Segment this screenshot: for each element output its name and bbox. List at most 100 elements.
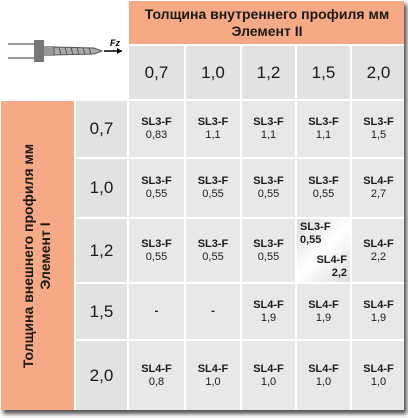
icon-cell: Fz [0,0,128,100]
column-value: 2,0 [351,45,404,100]
cell: SL3-F 0,83 [128,100,185,158]
row-title: Толщина внешнего профиля мм Элемент I [0,100,75,410]
screw-head [34,40,44,62]
row-title-text: Толщина внешнего профиля мм Элемент I [21,144,55,368]
cell-text: - [154,305,159,317]
cell-text: SL4-F [363,237,394,250]
cell: SL3-F 0,55 [128,158,185,218]
cell-text: SL4-F [363,363,394,375]
cell-text: SL4-F [363,175,394,187]
cell-text: - [211,305,215,317]
cell: SL3-F 0,55 [185,158,241,218]
cell-text: 1,0 [315,376,332,388]
cell-text: 0,55 [312,188,335,200]
row-value: 1,0 [75,158,128,218]
row-value: 1,2 [75,218,128,283]
row-value: 0,7 [75,100,128,158]
cell-text: 1,0 [260,376,277,388]
cell-text: SL3-F [253,237,284,250]
cell-part: SL3-F 0,55 [300,221,347,247]
cell-text: SL4-F [253,363,284,375]
column-title-line: Элемент II [231,22,303,39]
cell-text: 2,2 [370,250,387,263]
column-title-line: Толщина внутреннего профиля мм [144,5,390,22]
cell-text: 2,2 [331,267,347,279]
cell-text: 0,55 [257,250,280,263]
cell: SL3-F 0,55 [128,218,185,283]
cell-text: SL3-F [253,116,284,128]
cell: SL3-F 0,55 [296,158,351,218]
cell-text: 1,1 [205,129,221,141]
cell-text: 1,5 [370,129,387,141]
split-cell: SL3-F 0,55 SL4-F 2,2 [296,218,351,283]
cell-text: SL3-F [141,175,172,187]
column-value: 0,7 [128,45,185,100]
row-value-text: 0,7 [89,119,114,138]
cell-text: SL4-F [141,363,172,375]
cell-text: 0,55 [145,250,168,263]
column-value-text: 1,0 [201,62,225,82]
cell: SL3-F 1,5 [351,100,404,158]
cell: SL3-F 0,55 [241,158,296,218]
cell: SL3-F 1,1 [296,100,351,158]
cell-text: 0,55 [300,234,322,246]
cell-text: SL3-F [197,175,229,187]
row-title-line: Элемент I [37,222,54,290]
cell-text: 1,9 [315,311,332,324]
cell: SL4-F 1,0 [351,340,404,410]
cell-text: SL4-F [363,298,394,311]
cell: SL4-F 1,0 [241,340,296,410]
cell-text: 1,0 [370,376,387,388]
cell: SL4-F 1,9 [241,283,296,340]
column-value-text: 1,2 [256,62,281,82]
row-value-text: 1,5 [89,301,114,321]
cell-text: SL3-F [308,116,339,128]
cell-text: SL3-F [197,116,229,128]
row-value-text: 1,0 [89,178,114,197]
cell-text: SL3-F [141,116,172,128]
cell-text: SL4-F [308,363,339,375]
cell-text: 0,55 [202,250,224,263]
cell: SL3-F 0,55 [241,218,296,283]
cell-text: SL3-F [308,175,339,187]
row-value-text: 1,2 [89,240,114,260]
cell-text: 0,8 [148,376,165,388]
cell: SL4-F 2,2 [351,218,404,283]
cell-text: 2,7 [370,188,387,200]
cell-text: SL3-F [197,237,229,250]
arrow-head [117,48,122,54]
cell-text: 1,0 [205,376,221,388]
cell: SL4-F 1,9 [351,283,404,340]
screw-washer [44,46,54,56]
cell: SL3-F 1,1 [185,100,241,158]
column-value: 1,2 [241,45,296,100]
cell: - [185,283,241,340]
cell-text: 1,9 [260,311,277,324]
cell: SL3-F 0,55 [185,218,241,283]
cell: SL4-F 1,0 [296,340,351,410]
column-value-text: 1,5 [311,62,336,82]
cell-text: SL4-F [316,254,347,266]
screw-icon: Fz [8,38,122,62]
cell-text: SL4-F [308,298,339,311]
cell-text: 1,1 [260,129,277,141]
cell-text: SL3-F [300,221,331,233]
cell-text: 0,55 [257,188,280,200]
screw-thread [58,46,92,56]
row-value-text: 2,0 [89,366,114,385]
cell: SL4-F 2,7 [351,158,404,218]
row-value: 2,0 [75,340,128,410]
cell: - [128,283,185,340]
cell: SL4-F 1,0 [185,340,241,410]
cell-text: SL4-F [197,363,229,375]
cell-text: SL3-F [363,116,394,128]
column-title: Толщина внутреннего профиля мм Элемент I… [128,0,404,45]
cell-text: SL3-F [141,237,172,250]
cell-text: 1,1 [315,129,332,141]
force-label: Fz [110,38,120,48]
cell: SL4-F 1,9 [296,283,351,340]
cell: SL4-F 0,8 [128,340,185,410]
row-value: 1,5 [75,283,128,340]
table: Fz Толщина внутреннего профиля мм Элемен… [0,0,404,410]
column-value-text: 0,7 [144,62,169,82]
